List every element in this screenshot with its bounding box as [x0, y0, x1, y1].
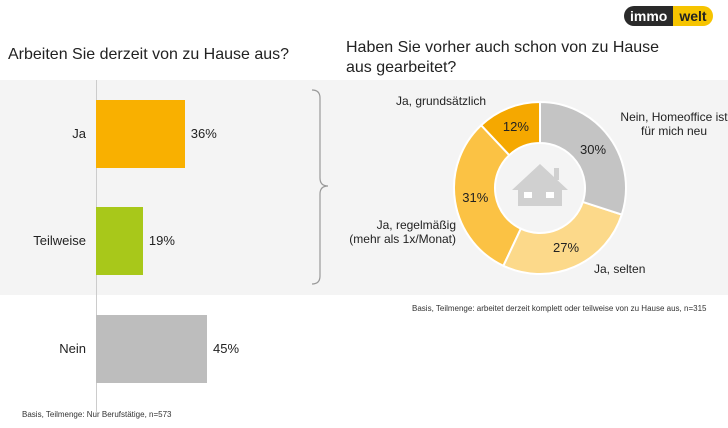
bar-note: Basis, Teilmenge: Nur Berufstätige, n=57… — [22, 410, 172, 419]
donut-chart-title: Haben Sie vorher auch schon von zu Hause… — [346, 39, 660, 76]
donut-category-label: Ja, grundsätzlich — [396, 94, 487, 108]
donut-slice — [502, 200, 624, 275]
bar — [96, 100, 185, 168]
donut-chart — [453, 100, 627, 275]
immowelt-logo: immo welt — [624, 6, 713, 26]
donut-slice — [453, 123, 523, 268]
donut-value-label: 31% — [462, 190, 489, 206]
donut-slice — [539, 100, 627, 216]
donut-value-label: 27% — [553, 240, 580, 256]
house-icon — [512, 164, 568, 206]
bar-category-label: Ja — [72, 126, 86, 141]
bar-category-label: Teilweise — [33, 233, 86, 248]
bracket — [311, 89, 329, 285]
bar-category-label: Nein — [59, 341, 86, 356]
donut-category-label: Ja, selten — [594, 262, 646, 276]
donut-category-label: Ja, regelmäßig (mehr als 1x/Monat) — [349, 218, 456, 246]
donut-value-label: 12% — [502, 119, 529, 135]
donut-note: Basis, Teilmenge: arbeitet derzeit kompl… — [412, 304, 707, 313]
donut-value-label: 30% — [579, 141, 607, 157]
donut-category-label: Nein, Homeoffice ist für mich neu — [620, 110, 728, 138]
bar — [96, 315, 207, 383]
bar-value-label: 45% — [213, 341, 240, 356]
bar — [96, 207, 143, 275]
bar-chart-title: Arbeiten Sie derzeit von zu Hause aus? — [8, 46, 290, 63]
bar-value-label: 36% — [190, 126, 217, 141]
bar-value-label: 19% — [148, 233, 175, 248]
